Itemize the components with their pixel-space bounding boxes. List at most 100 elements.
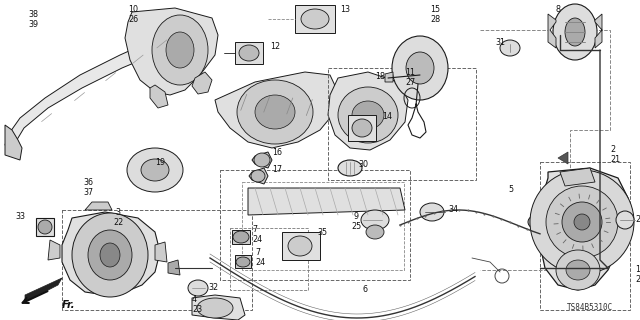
Ellipse shape: [361, 210, 389, 230]
Bar: [282, 232, 320, 260]
Ellipse shape: [197, 298, 233, 318]
Text: 15
28: 15 28: [430, 5, 440, 24]
Polygon shape: [548, 14, 556, 48]
Text: 36
37: 36 37: [83, 178, 93, 197]
Text: 35: 35: [317, 228, 327, 237]
Polygon shape: [192, 72, 212, 94]
Text: 3
22: 3 22: [113, 208, 123, 227]
Ellipse shape: [255, 95, 295, 129]
Polygon shape: [215, 72, 338, 148]
Text: 4
23: 4 23: [192, 295, 202, 314]
Bar: [242, 182, 404, 270]
Ellipse shape: [352, 119, 372, 137]
Ellipse shape: [406, 52, 434, 84]
Polygon shape: [558, 152, 568, 164]
Text: 14: 14: [382, 112, 392, 121]
Polygon shape: [125, 8, 218, 95]
Bar: [235, 42, 263, 64]
Ellipse shape: [100, 243, 120, 267]
Text: 11
27: 11 27: [405, 68, 415, 87]
Text: 12: 12: [270, 42, 280, 51]
Polygon shape: [595, 14, 602, 48]
Ellipse shape: [301, 9, 329, 29]
Ellipse shape: [500, 40, 520, 56]
Ellipse shape: [141, 159, 169, 181]
Ellipse shape: [574, 214, 590, 230]
Ellipse shape: [556, 250, 600, 290]
Polygon shape: [62, 212, 160, 295]
Text: 9
25: 9 25: [351, 212, 361, 231]
Polygon shape: [560, 168, 595, 186]
Polygon shape: [5, 125, 22, 160]
Ellipse shape: [553, 4, 597, 60]
Text: 32: 32: [208, 283, 218, 292]
Ellipse shape: [188, 280, 208, 296]
Ellipse shape: [530, 170, 634, 274]
Polygon shape: [385, 72, 393, 82]
Text: 38
39: 38 39: [28, 10, 38, 29]
Text: 5: 5: [508, 185, 513, 194]
Ellipse shape: [127, 148, 183, 192]
Ellipse shape: [251, 170, 265, 182]
Ellipse shape: [38, 220, 52, 234]
Text: 33: 33: [15, 212, 25, 221]
Text: 17: 17: [272, 165, 282, 174]
Ellipse shape: [254, 153, 270, 167]
Ellipse shape: [366, 225, 384, 239]
Bar: [295, 5, 335, 33]
Bar: [232, 230, 250, 244]
Polygon shape: [85, 202, 112, 210]
Bar: [220, 170, 410, 280]
Text: 34: 34: [448, 205, 458, 214]
Ellipse shape: [528, 214, 552, 230]
Ellipse shape: [338, 87, 398, 143]
Ellipse shape: [233, 231, 249, 243]
Polygon shape: [155, 242, 167, 262]
Bar: [348, 115, 376, 141]
Text: 2
21: 2 21: [610, 145, 620, 164]
Polygon shape: [150, 85, 168, 108]
Polygon shape: [192, 295, 245, 320]
Bar: [62, 210, 252, 310]
Ellipse shape: [236, 257, 250, 267]
Ellipse shape: [565, 18, 585, 46]
Ellipse shape: [392, 36, 448, 100]
Ellipse shape: [562, 202, 602, 242]
Polygon shape: [540, 168, 628, 290]
Bar: [235, 255, 251, 268]
Ellipse shape: [420, 203, 444, 221]
Text: 18: 18: [375, 72, 385, 81]
Polygon shape: [252, 152, 272, 168]
Text: 8: 8: [556, 5, 561, 14]
Text: 31: 31: [495, 38, 505, 47]
Text: 7
24: 7 24: [252, 225, 262, 244]
Text: Fr.: Fr.: [62, 300, 76, 310]
Text: 19: 19: [155, 158, 165, 167]
Text: 10
26: 10 26: [128, 5, 138, 24]
Ellipse shape: [566, 260, 590, 280]
Bar: [230, 228, 308, 290]
Bar: [540, 162, 630, 310]
Ellipse shape: [239, 45, 259, 61]
Polygon shape: [25, 278, 62, 302]
Polygon shape: [5, 28, 190, 148]
Ellipse shape: [352, 101, 384, 129]
Ellipse shape: [184, 23, 200, 43]
Polygon shape: [249, 168, 268, 184]
Text: TS84B5310C: TS84B5310C: [567, 303, 613, 312]
Text: 6: 6: [362, 285, 367, 294]
Polygon shape: [328, 72, 408, 150]
Ellipse shape: [152, 15, 208, 85]
Ellipse shape: [88, 230, 132, 280]
Ellipse shape: [237, 80, 313, 144]
Polygon shape: [248, 188, 405, 215]
Polygon shape: [168, 260, 180, 275]
Ellipse shape: [338, 160, 362, 176]
Ellipse shape: [546, 186, 618, 258]
Bar: [328, 68, 476, 180]
Text: 29: 29: [635, 215, 640, 224]
Ellipse shape: [166, 32, 194, 68]
Text: 30: 30: [358, 160, 368, 169]
Text: 13: 13: [340, 5, 350, 14]
Ellipse shape: [288, 236, 312, 256]
